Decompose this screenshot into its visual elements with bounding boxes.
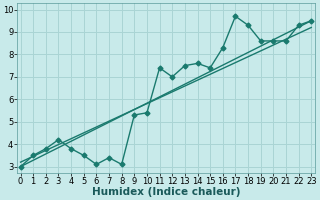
X-axis label: Humidex (Indice chaleur): Humidex (Indice chaleur): [92, 187, 240, 197]
